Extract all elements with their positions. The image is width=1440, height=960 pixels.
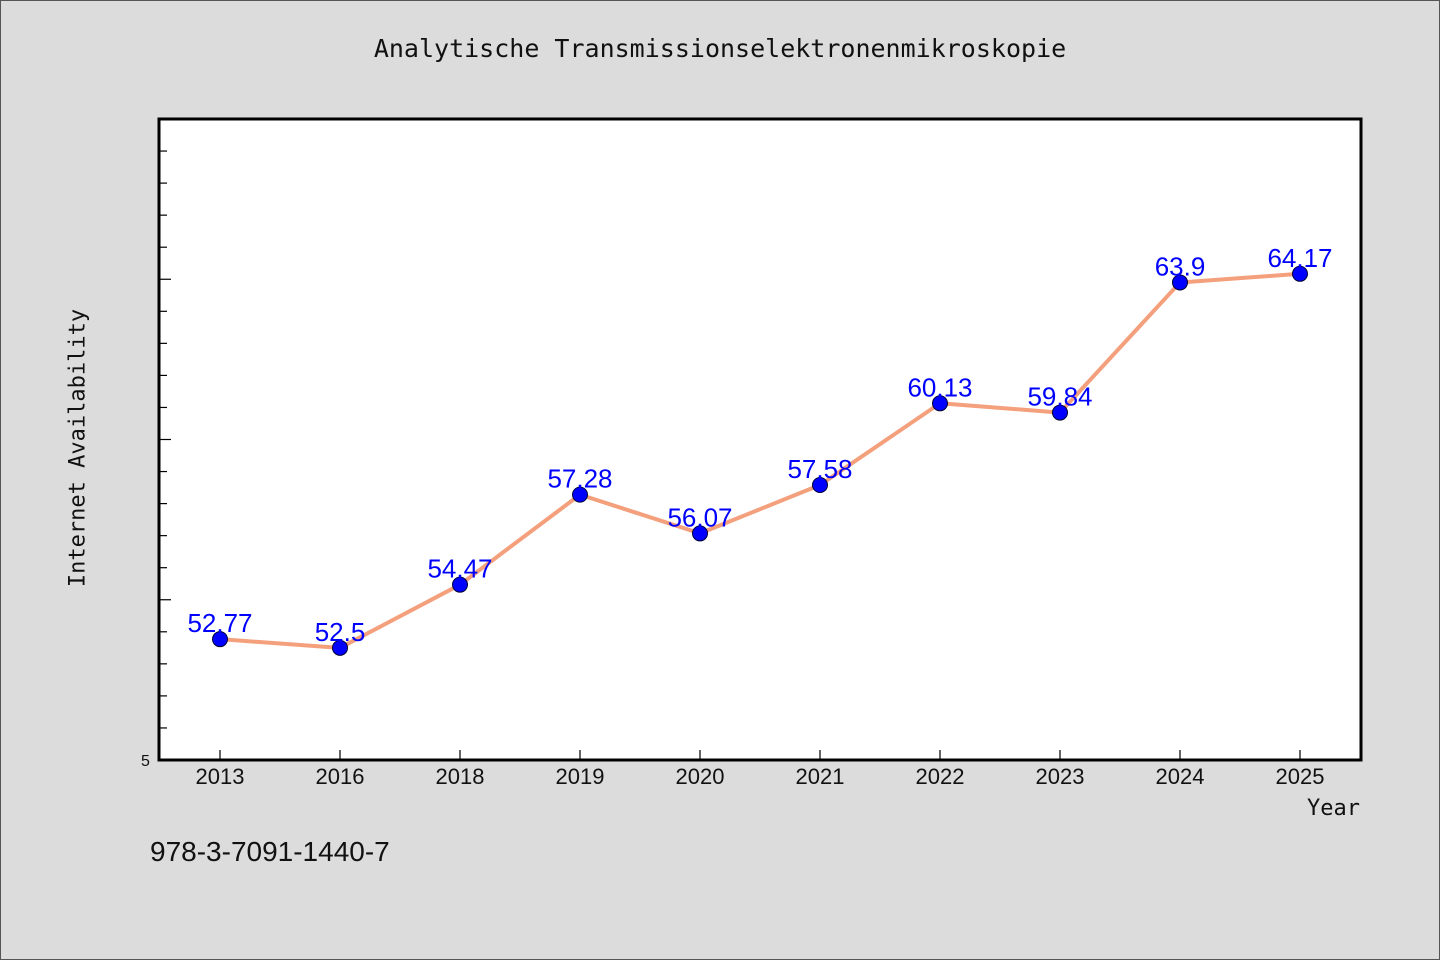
y-tick-label-min: 5 [141,753,150,770]
data-label: 59.84 [1027,382,1092,412]
plot-area [157,117,1363,762]
data-label: 63.9 [1155,251,1206,281]
x-tick-label: 2020 [676,764,725,789]
data-point [1292,265,1308,282]
data-label: 56.07 [667,502,732,532]
x-tick-label: 2013 [196,764,245,789]
x-tick-label: 2024 [1156,764,1205,789]
data-label: 57.58 [787,454,852,484]
x-tick-label: 2016 [316,764,365,789]
isbn-footnote: 978-3-7091-1440-7 [150,836,390,867]
data-point [692,525,708,542]
x-tick-label: 2019 [556,764,605,789]
x-tick-label: 2018 [436,764,485,789]
x-axis-tick-labels: 2013 2016 2018 2019 2020 2021 2022 2023 2024 2025 [196,764,1325,789]
data-point [212,631,228,648]
data-label: 54.47 [427,554,492,584]
y-axis-label: Internet Availability [65,308,91,588]
chart-title: Analytische Transmissionselektronenmikro… [373,34,1067,63]
x-tick-label: 2022 [916,764,965,789]
data-label: 60.13 [907,372,972,402]
x-axis-ticks [219,750,1301,760]
data-point [572,486,588,503]
data-markers [212,265,1308,656]
data-point [1172,274,1188,291]
data-labels: 52.77 52.5 54.47 57.28 56.07 57.58 60.13 59.84 6… [187,243,1332,647]
data-label: 52.5 [315,617,366,647]
x-tick-label: 2023 [1036,764,1085,789]
data-label: 64.17 [1267,243,1332,273]
series-line [218,271,1302,650]
data-point [332,639,348,656]
data-point [812,477,828,494]
data-point [452,576,468,593]
y-axis-ticks [159,150,171,729]
x-axis-label: Year [1307,796,1360,821]
x-tick-label: 2021 [796,764,845,789]
data-point [932,395,948,412]
x-tick-label: 2025 [1276,764,1325,789]
data-label: 57.28 [547,464,612,494]
data-point [1052,404,1068,421]
data-label: 52.77 [187,608,252,638]
